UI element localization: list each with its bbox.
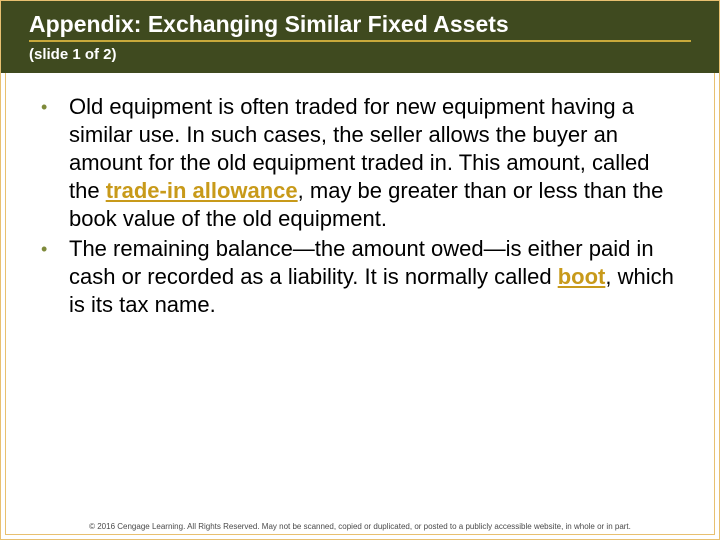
slide-subtitle: (slide 1 of 2)	[29, 46, 691, 63]
term-boot: boot	[558, 264, 606, 289]
bullet-marker: •	[41, 235, 69, 263]
bullet-item: • Old equipment is often traded for new …	[41, 93, 679, 233]
bullet-text: Old equipment is often traded for new eq…	[69, 93, 679, 233]
bullet-marker: •	[41, 93, 69, 121]
bullet-text: The remaining balance—the amount owed—is…	[69, 235, 679, 319]
slide-title: Appendix: Exchanging Similar Fixed Asset…	[29, 11, 691, 42]
copyright-footer: © 2016 Cengage Learning. All Rights Rese…	[1, 522, 719, 531]
slide: Appendix: Exchanging Similar Fixed Asset…	[0, 0, 720, 540]
bullet-item: • The remaining balance—the amount owed—…	[41, 235, 679, 319]
term-trade-in-allowance: trade-in allowance	[106, 178, 298, 203]
slide-body: • Old equipment is often traded for new …	[1, 73, 719, 319]
slide-header: Appendix: Exchanging Similar Fixed Asset…	[1, 1, 719, 73]
